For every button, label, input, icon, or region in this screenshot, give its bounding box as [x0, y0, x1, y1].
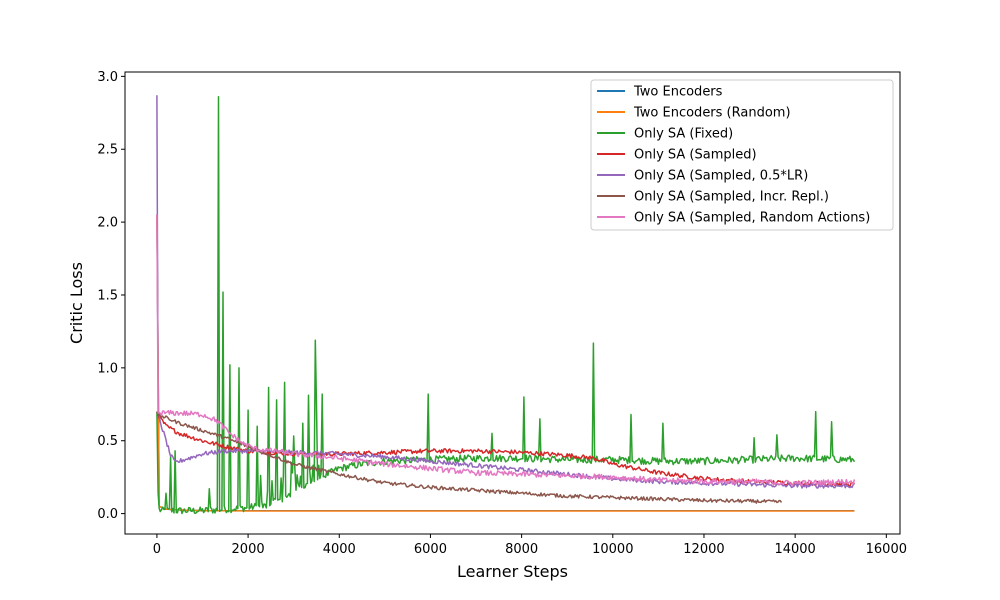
- y-axis-label: Critic Loss: [67, 262, 86, 344]
- legend-entry: Only SA (Sampled): [634, 148, 757, 163]
- legend-entry: Two Encoders: [633, 85, 723, 100]
- y-tick-label: 0.0: [97, 507, 118, 522]
- y-tick-label: 1.0: [97, 361, 118, 376]
- y-axis-ticks: 0.0 0.5 1.0 1.5 2.0 2.5 3.0: [97, 70, 125, 522]
- legend-entry: Only SA (Sampled, Incr. Repl.): [634, 190, 829, 205]
- y-tick-label: 2.5: [97, 143, 118, 158]
- series-line-3: [156, 411, 856, 488]
- legend-box: [590, 79, 894, 231]
- x-tick-label: 2000: [232, 542, 265, 557]
- legend-entry: Only SA (Sampled, Random Actions): [634, 211, 870, 226]
- legend-entry: Only SA (Fixed): [634, 127, 733, 142]
- x-tick-label: 8000: [505, 542, 538, 557]
- series-line-2: [156, 96, 856, 515]
- series-line-6: [156, 214, 856, 487]
- x-tick-label: 0: [153, 542, 161, 557]
- y-tick-label: 0.5: [97, 434, 118, 449]
- y-tick-label: 1.5: [97, 288, 118, 303]
- series-layer: [156, 95, 856, 515]
- y-tick-label: 3.0: [97, 70, 118, 85]
- series-line-5: [156, 411, 783, 504]
- x-tick-label: 12000: [683, 542, 724, 557]
- x-tick-label: 10000: [592, 542, 633, 557]
- x-axis-ticks: 0 2000 4000 6000 8000 10000 12000 14000 16000: [153, 534, 907, 557]
- x-tick-label: 6000: [414, 542, 447, 557]
- x-axis-label: Learner Steps: [457, 562, 568, 581]
- series-line-1: [156, 214, 855, 512]
- x-tick-label: 16000: [866, 542, 907, 557]
- plot-frame: [124, 71, 901, 535]
- legend-entry: Two Encoders (Random): [633, 106, 791, 121]
- x-tick-label: 4000: [323, 542, 356, 557]
- series-line-0: [156, 214, 855, 512]
- legend-entry: Only SA (Sampled, 0.5*LR): [634, 169, 808, 184]
- y-tick-label: 2.0: [97, 216, 118, 231]
- series-line-4: [156, 95, 855, 489]
- x-tick-label: 14000: [774, 542, 815, 557]
- legend: Two Encoders Two Encoders (Random) Only SA…: [590, 79, 894, 231]
